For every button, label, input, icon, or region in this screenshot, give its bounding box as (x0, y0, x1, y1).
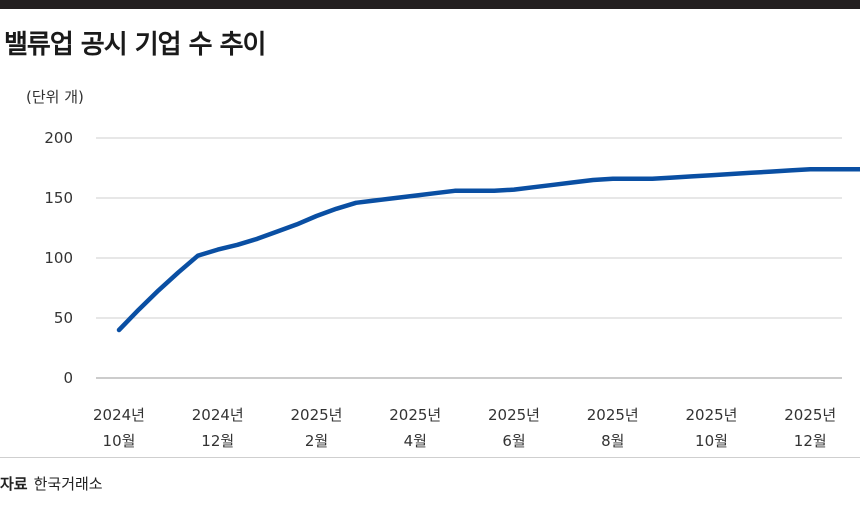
x-tick-label-month: 4월 (404, 432, 427, 450)
unit-label: (단위 개) (26, 88, 84, 106)
x-tick-label-year: 2025년 (686, 406, 738, 424)
x-tick-label-month: 10월 (695, 432, 728, 450)
y-tick-label: 50 (54, 309, 73, 327)
x-tick-label-year: 2025년 (587, 406, 639, 424)
y-tick-label: 100 (44, 249, 73, 267)
y-tick-label: 200 (44, 129, 73, 147)
x-tick-label-year: 2024년 (192, 406, 244, 424)
x-tick-label-year: 2024년 (93, 406, 145, 424)
x-tick-label-month: 12월 (794, 432, 827, 450)
y-tick-label: 0 (63, 369, 73, 387)
x-tick-label-month: 2월 (305, 432, 328, 450)
x-tick-label-year: 2025년 (488, 406, 540, 424)
x-tick-label-month: 10월 (103, 432, 136, 450)
top-bar (0, 0, 860, 9)
x-tick-label-month: 8월 (601, 432, 624, 450)
y-tick-label: 150 (44, 189, 73, 207)
x-tick-label-year: 2025년 (291, 406, 343, 424)
series-line (116, 166, 860, 333)
chart-title: 밸류업 공시 기업 수 추이 (4, 30, 266, 60)
divider (0, 457, 860, 458)
x-tick-label-year: 2025년 (784, 406, 836, 424)
source-text: 한국거래소 (33, 475, 103, 493)
source-label: 자료 (0, 475, 28, 493)
x-tick-label-month: 6월 (502, 432, 525, 450)
x-tick-label-year: 2025년 (389, 406, 441, 424)
source-note: 자료 한국거래소 (0, 473, 103, 494)
x-tick-label-month: 12월 (201, 432, 234, 450)
